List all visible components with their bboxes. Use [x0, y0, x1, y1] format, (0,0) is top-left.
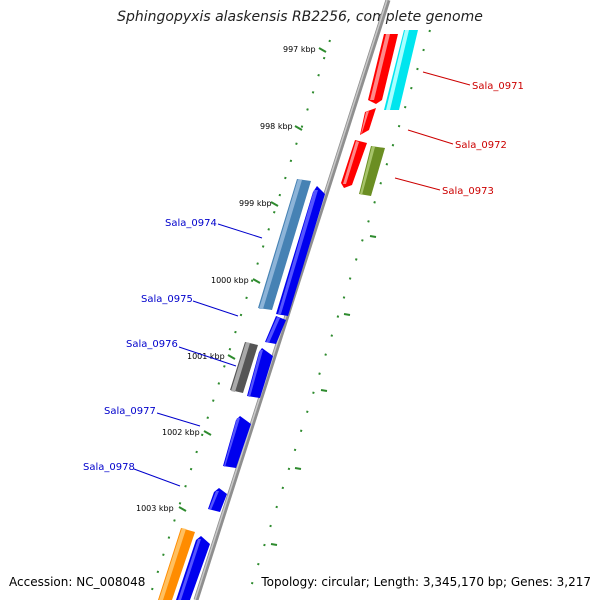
gene-sala-0972[interactable]	[360, 108, 376, 135]
tick-label-998: 998 kbp	[260, 122, 293, 131]
gene-sala-0977[interactable]	[223, 416, 251, 468]
label-sala-0974[interactable]: Sala_0974	[165, 218, 217, 229]
label-connectors	[133, 71, 471, 487]
gene-bottom-blue[interactable]	[176, 536, 210, 600]
feature-gray[interactable]	[230, 342, 258, 393]
tick-label-1000: 1000 kbp	[211, 276, 249, 285]
gene-sala-0974[interactable]	[276, 186, 325, 316]
tick-label-1002: 1002 kbp	[162, 428, 200, 437]
tick-marks: 997 kbp 998 kbp 999 kbp 1000 kbp 1001 kb…	[136, 45, 327, 513]
outer-dashes	[270, 235, 377, 546]
feature-steelblue[interactable]	[258, 179, 311, 310]
outer-tick-track	[249, 29, 431, 591]
gene-labels: Sala_0971 Sala_0972 Sala_0973 Sala_0974 …	[83, 81, 524, 473]
label-sala-0975[interactable]: Sala_0975	[141, 294, 193, 305]
accession-text: Accession: NC_008048	[9, 575, 146, 589]
feature-olive[interactable]	[359, 146, 385, 196]
label-sala-0971[interactable]: Sala_0971	[472, 81, 524, 92]
feature-cyan[interactable]	[384, 30, 418, 110]
gene-sala-0975[interactable]	[265, 316, 286, 344]
summary-text: Topology: circular; Length: 3,345,170 bp…	[261, 575, 591, 589]
gene-sala-0971[interactable]	[368, 34, 398, 104]
gene-sala-0973[interactable]	[341, 140, 367, 188]
gene-sala-0978[interactable]	[208, 488, 227, 512]
tick-label-1001: 1001 kbp	[187, 352, 225, 361]
gene-sala-0976[interactable]	[247, 348, 273, 398]
label-sala-0977[interactable]: Sala_0977	[104, 406, 156, 417]
label-sala-0972[interactable]: Sala_0972	[455, 140, 507, 151]
feature-orange[interactable]	[158, 528, 195, 600]
tick-label-999: 999 kbp	[239, 199, 272, 208]
label-sala-0973[interactable]: Sala_0973	[442, 186, 494, 197]
inner-tick-track	[149, 39, 331, 597]
map-title: Sphingopyxis alaskensis RB2256, complete…	[117, 9, 483, 25]
label-sala-0976[interactable]: Sala_0976	[126, 339, 178, 350]
tick-label-997: 997 kbp	[283, 45, 316, 54]
tick-label-1003: 1003 kbp	[136, 504, 174, 513]
label-sala-0978[interactable]: Sala_0978	[83, 462, 135, 473]
